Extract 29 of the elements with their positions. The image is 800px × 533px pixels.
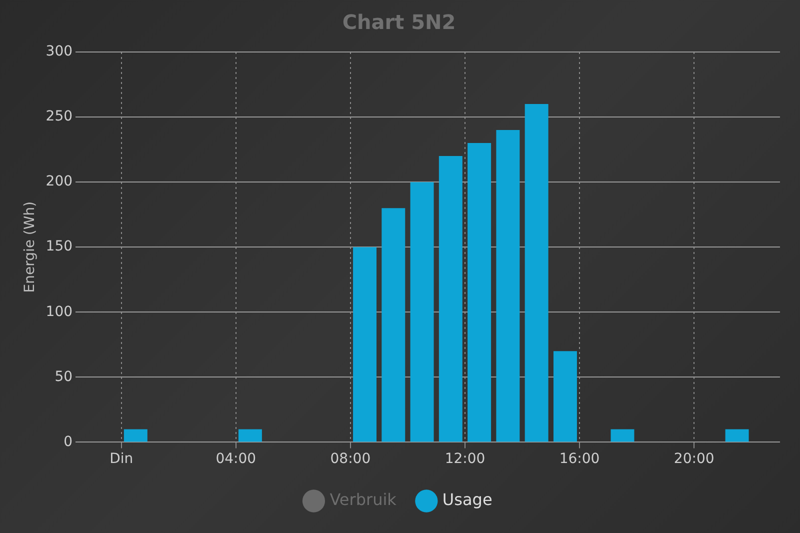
bar xyxy=(410,182,434,442)
bar xyxy=(496,130,520,442)
legend-label: Verbruik xyxy=(330,490,398,510)
bar xyxy=(353,247,376,442)
y-tick-label: 0 xyxy=(64,434,73,450)
bar xyxy=(382,208,406,442)
x-tick-label: Din xyxy=(110,451,134,468)
x-tick-label: 04:00 xyxy=(216,451,256,468)
bar xyxy=(438,156,462,442)
chart-title: Chart 5N2 xyxy=(342,10,456,34)
y-tick-label: 100 xyxy=(46,304,73,320)
x-tick-label: 16:00 xyxy=(559,451,600,468)
y-tick-label: 50 xyxy=(54,368,73,385)
y-tick-label: 250 xyxy=(46,108,73,125)
y-tick-label: 200 xyxy=(46,174,73,190)
bar xyxy=(610,429,634,442)
bar xyxy=(524,104,548,442)
bar xyxy=(553,351,577,442)
legend-label: Usage xyxy=(442,490,492,510)
x-tick-label: 20:00 xyxy=(674,451,714,468)
bar xyxy=(124,429,148,442)
x-tick-label: 12:00 xyxy=(444,451,486,468)
y-axis-title: Energie (Wh) xyxy=(22,201,38,293)
y-tick-label: 300 xyxy=(46,44,73,60)
bar xyxy=(238,429,262,442)
x-tick-label: 08:00 xyxy=(330,451,371,468)
bar xyxy=(468,143,492,442)
bar xyxy=(725,429,749,442)
y-tick-label: 150 xyxy=(46,238,73,255)
